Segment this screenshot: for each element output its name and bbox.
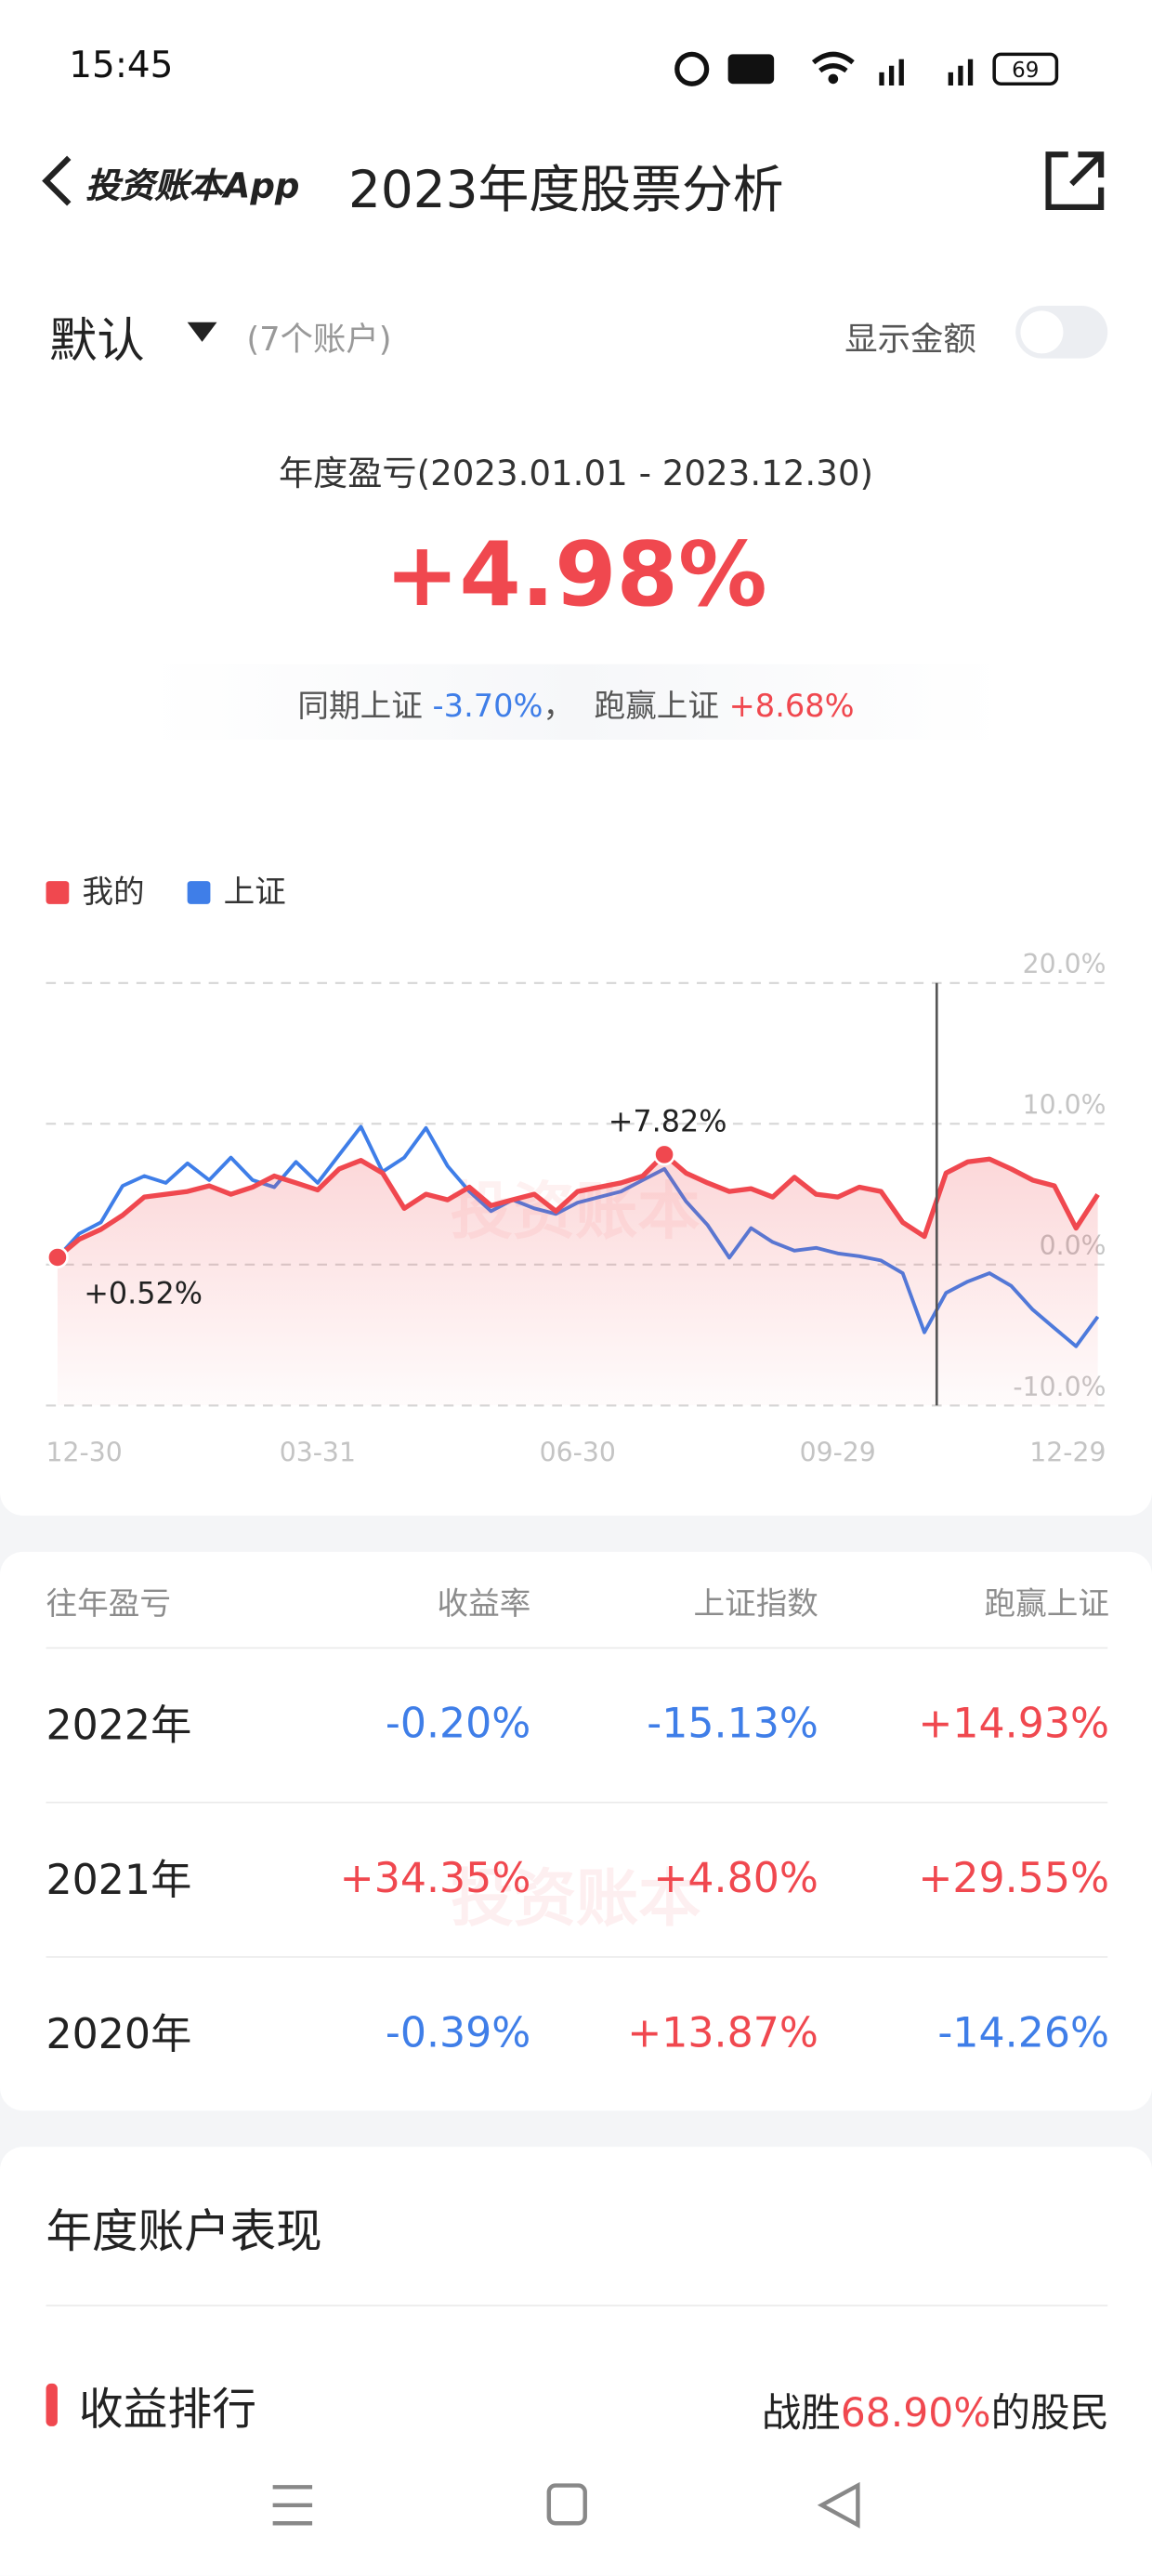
divider <box>46 1801 1108 1804</box>
x-tick-label: 12-30 <box>46 1438 123 1468</box>
show-amount-toggle[interactable] <box>1015 306 1108 359</box>
table-value: +13.87% <box>627 2008 818 2057</box>
beat-percent: 68.90% <box>840 2389 991 2437</box>
history-table: 投资账本 往年盈亏 收益率 上证指数 跑赢上证 2022年 -0.20% -15.13% +1… <box>0 1552 1152 2110</box>
performance-title: 年度账户表现 <box>46 2204 322 2259</box>
back-label[interactable]: 投资账本App <box>85 165 300 206</box>
dropdown-arrow[interactable] <box>184 319 220 345</box>
divider <box>46 1647 1108 1649</box>
section-marker <box>46 2383 58 2426</box>
share-button[interactable] <box>1041 148 1107 214</box>
table-value: +14.93% <box>918 1700 1110 1748</box>
table-value: +29.55% <box>918 1854 1110 1902</box>
page-title: 2023年度股票分析 <box>348 161 784 221</box>
index-label: 同期上证 <box>297 689 423 726</box>
point-marker <box>653 1143 676 1166</box>
beat-value: +8.68% <box>728 689 855 726</box>
line <box>56 1151 1100 1260</box>
divider <box>46 2304 1108 2307</box>
back-nav-button[interactable] <box>817 2481 860 2529</box>
beat-label: 跑赢上证 <box>594 689 719 726</box>
performance-card <box>0 2147 1152 2576</box>
compare-line: 同期上证 -3.70%， 跑赢上证 +8.68% <box>0 682 1152 727</box>
point-marker <box>46 1246 69 1268</box>
show-amount-label: 显示金额 <box>844 319 976 359</box>
year: 2020年 <box>46 2010 192 2058</box>
legend-label: 上证 <box>224 874 286 910</box>
x-tick-label: 09-29 <box>800 1438 876 1468</box>
x-tick-label: 03-31 <box>280 1438 356 1468</box>
table-header: 往年盈亏 <box>46 1585 171 1623</box>
y-tick-label: 10.0% <box>1023 1090 1106 1121</box>
account-name[interactable]: 默认 <box>49 312 145 369</box>
battery-level: 69 <box>1012 59 1039 83</box>
ranking-title: 收益排行 <box>78 2385 256 2437</box>
x-tick-label: 12-29 <box>1029 1438 1106 1468</box>
back-button[interactable] <box>36 151 85 211</box>
separator: ， <box>543 689 575 726</box>
account-count: (7个账户) <box>246 319 392 359</box>
table-header: 跑赢上证 <box>984 1585 1110 1623</box>
table-value: -15.13% <box>647 1700 818 1748</box>
summary-value: +4.98% <box>385 522 767 626</box>
table-header: 上证指数 <box>693 1585 818 1623</box>
status-time: 15:45 <box>69 46 174 87</box>
table-value: -0.39% <box>385 2008 531 2057</box>
menu-button[interactable] <box>272 2485 313 2526</box>
system-nav <box>272 2481 860 2529</box>
table-value: +4.80% <box>653 1854 818 1902</box>
year: 2021年 <box>46 1856 192 1904</box>
area <box>57 1154 1098 1406</box>
table-value: -14.26% <box>937 2008 1110 2057</box>
x-tick-label: 06-30 <box>540 1438 616 1468</box>
table-header: 收益率 <box>437 1585 531 1623</box>
history-card <box>0 1551 1152 2111</box>
legend-swatch <box>187 881 211 904</box>
status-icons: 69 <box>674 51 1059 86</box>
table-value: +34.35% <box>339 1854 531 1902</box>
legend-label: 我的 <box>82 874 144 910</box>
annotation: +0.52% <box>84 1276 203 1311</box>
y-tick-label: 20.0% <box>1023 949 1106 979</box>
year: 2022年 <box>46 1701 192 1750</box>
watermark: 投资账本 <box>451 1862 701 1935</box>
compare-bar <box>148 664 1004 741</box>
home-button[interactable] <box>546 2483 587 2526</box>
divider <box>46 1955 1108 1958</box>
index-value: -3.70% <box>432 689 543 726</box>
table-value: -0.20% <box>385 1700 531 1748</box>
beat-text: 战胜68.90%的股民 <box>762 2380 1109 2438</box>
beat-suffix: 的股民 <box>990 2389 1110 2437</box>
chart: 投资账本 我的上证-10.0%0.0%10.0%20.0%12-3003-310… <box>46 874 1106 1468</box>
summary-label: 年度盈亏(2023.01.01 - 2023.12.30) <box>278 453 873 493</box>
annotation: +7.82% <box>609 1104 727 1139</box>
legend-swatch <box>46 881 70 904</box>
beat-prefix: 战胜 <box>761 2389 841 2437</box>
